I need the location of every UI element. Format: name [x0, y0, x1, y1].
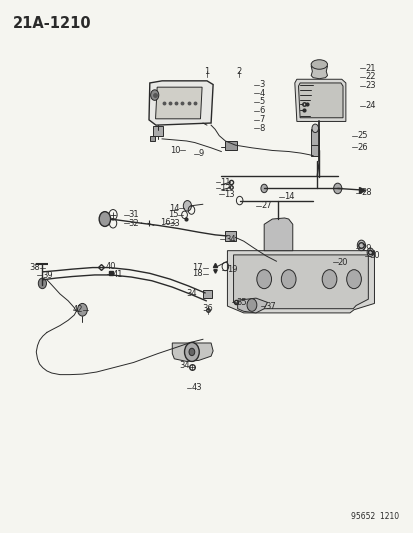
Text: 30: 30	[369, 252, 379, 261]
Text: 16: 16	[159, 218, 170, 227]
Circle shape	[77, 303, 87, 316]
Text: 38: 38	[30, 263, 40, 272]
Bar	[150, 136, 154, 141]
Text: 39: 39	[42, 271, 53, 280]
Text: 11: 11	[220, 177, 230, 187]
Polygon shape	[233, 255, 368, 309]
Text: 21A-1210: 21A-1210	[13, 16, 91, 31]
Text: 15: 15	[168, 211, 178, 219]
Circle shape	[99, 212, 110, 227]
Text: 22: 22	[364, 72, 375, 81]
Text: 18: 18	[192, 269, 202, 278]
Text: 41: 41	[112, 270, 122, 279]
Circle shape	[256, 270, 271, 289]
Polygon shape	[149, 81, 213, 125]
Circle shape	[38, 278, 46, 289]
Bar	[311, 130, 318, 156]
Polygon shape	[294, 79, 345, 122]
Text: 37: 37	[265, 302, 275, 311]
Circle shape	[247, 298, 256, 311]
Circle shape	[346, 270, 361, 289]
Text: 21: 21	[364, 63, 375, 72]
Text: 27: 27	[260, 201, 271, 211]
Text: 14: 14	[169, 204, 179, 213]
Text: 23: 23	[364, 81, 375, 90]
Polygon shape	[155, 87, 202, 119]
Polygon shape	[172, 343, 213, 361]
Circle shape	[321, 270, 336, 289]
Text: 43: 43	[191, 383, 202, 392]
Text: 20: 20	[337, 258, 347, 267]
Text: 2: 2	[236, 67, 241, 76]
Text: 13: 13	[223, 190, 234, 199]
Text: 34: 34	[186, 289, 196, 298]
Bar	[153, 126, 163, 136]
Text: 28: 28	[361, 188, 371, 197]
Text: 40: 40	[105, 262, 116, 271]
Circle shape	[311, 124, 318, 133]
Text: 33: 33	[169, 219, 180, 228]
Circle shape	[150, 90, 159, 100]
Text: 10: 10	[170, 146, 180, 155]
Circle shape	[366, 248, 373, 256]
Circle shape	[260, 184, 267, 192]
Polygon shape	[227, 251, 373, 313]
Text: 9: 9	[198, 149, 204, 158]
Bar	[202, 290, 211, 298]
Text: 14: 14	[283, 192, 294, 201]
Circle shape	[184, 342, 199, 361]
Text: 6: 6	[259, 107, 264, 116]
Text: 25: 25	[356, 131, 367, 140]
Circle shape	[333, 183, 341, 193]
Bar	[225, 141, 236, 150]
Text: 1: 1	[204, 67, 209, 76]
Text: 32: 32	[128, 219, 139, 228]
Text: 17: 17	[192, 263, 202, 272]
Ellipse shape	[311, 60, 327, 69]
Text: 29: 29	[361, 244, 371, 253]
Circle shape	[281, 270, 295, 289]
Text: 4: 4	[259, 89, 264, 98]
Text: 26: 26	[356, 143, 367, 152]
Text: 5: 5	[259, 98, 264, 107]
Text: 42: 42	[73, 305, 83, 314]
Polygon shape	[311, 66, 327, 79]
Circle shape	[356, 240, 365, 251]
Text: 3: 3	[259, 80, 264, 89]
Polygon shape	[237, 298, 267, 313]
Text: 95652  1210: 95652 1210	[350, 512, 398, 521]
Text: 34: 34	[179, 361, 190, 369]
Text: 8: 8	[259, 124, 264, 133]
Text: 19: 19	[226, 265, 237, 274]
Text: 34: 34	[225, 235, 235, 244]
Text: 12: 12	[220, 184, 230, 193]
Bar	[225, 231, 235, 241]
Text: 7: 7	[259, 115, 264, 124]
Polygon shape	[298, 83, 342, 118]
Text: 36: 36	[202, 304, 213, 313]
Circle shape	[189, 348, 194, 356]
Text: 24: 24	[364, 101, 375, 110]
Polygon shape	[263, 218, 292, 251]
Circle shape	[183, 200, 191, 211]
Text: 35: 35	[236, 298, 247, 307]
Text: 31: 31	[128, 211, 139, 219]
